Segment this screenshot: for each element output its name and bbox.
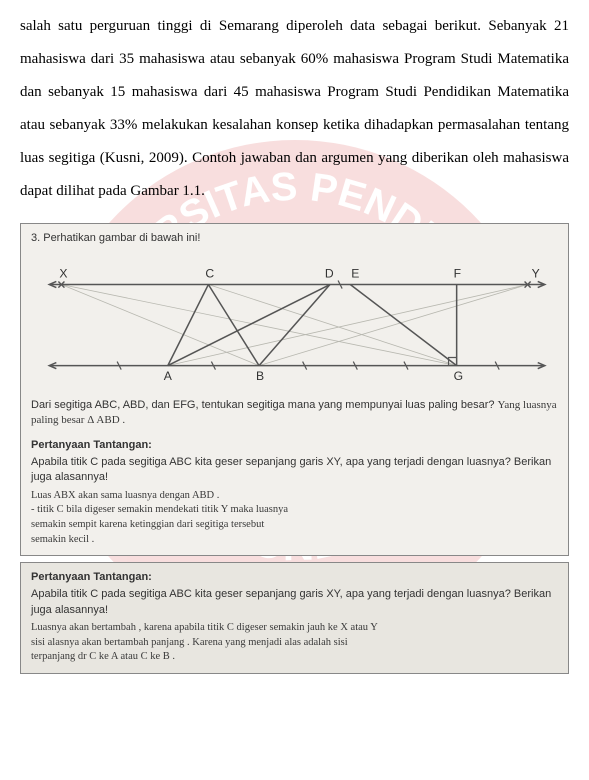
hw-line: semakin kecil . [31, 533, 558, 548]
hw-line: Luas ABX akan sama luasnya dengan ABD . [31, 489, 558, 504]
hw-line: semakin sempit karena ketinggian dari se… [31, 518, 558, 533]
student-handwriting-1: Luas ABX akan sama luasnya dengan ABD . … [31, 489, 558, 548]
challenge-question-2: Apabila titik C pada segitiga ABC kita g… [31, 587, 558, 618]
main-question: Dari segitiga ABC, ABD, dan EFG, tentuka… [31, 398, 558, 429]
hw-line: sisi alasnya akan bertambah panjang . Ka… [31, 636, 558, 651]
student-handwriting-2: Luasnya akan bertambah , karena apabila … [31, 621, 558, 665]
hw-line: terpanjang dr C ke A atau C ke B . [31, 650, 558, 665]
question-text-content: Dari segitiga ABC, ABD, dan EFG, tentuka… [31, 399, 494, 411]
hw-line: Luasnya akan bertambah , karena apabila … [31, 621, 558, 636]
question-number-title: 3. Perhatikan gambar di bawah ini! [31, 232, 558, 244]
svg-text:B: B [256, 369, 264, 383]
svg-text:G: G [454, 369, 463, 383]
svg-text:F: F [454, 266, 461, 280]
svg-text:C: C [205, 266, 214, 280]
worksheet-box-1: 3. Perhatikan gambar di bawah ini! [20, 223, 569, 556]
svg-text:Y: Y [532, 266, 540, 280]
body-paragraph: salah satu perguruan tinggi di Semarang … [20, 10, 569, 208]
svg-text:E: E [351, 266, 359, 280]
svg-text:X: X [59, 266, 67, 280]
svg-text:A: A [164, 369, 173, 383]
challenge-question-1: Apabila titik C pada segitiga ABC kita g… [31, 455, 558, 486]
svg-text:D: D [325, 266, 334, 280]
challenge-heading-2: Pertanyaan Tantangan: [31, 571, 558, 583]
triangle-diagram: X C D E F Y A B G [31, 250, 558, 390]
worksheet-box-2: Pertanyaan Tantangan: Apabila titik C pa… [20, 562, 569, 674]
hw-line: - titik C bila digeser semakin mendekati… [31, 503, 558, 518]
challenge-heading-1: Pertanyaan Tantangan: [31, 439, 558, 451]
